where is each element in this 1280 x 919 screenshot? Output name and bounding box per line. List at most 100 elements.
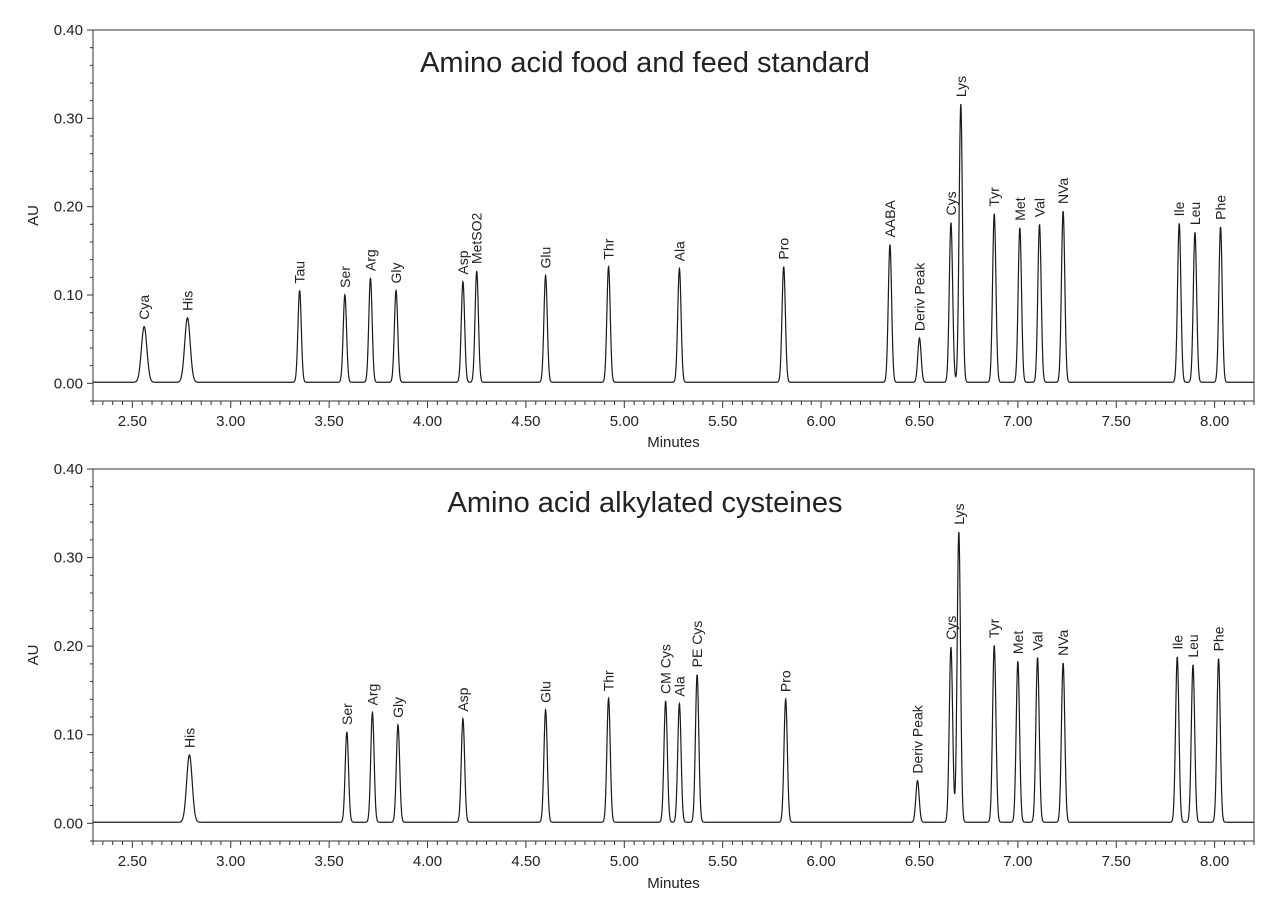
y-tick-label: 0.20 <box>54 199 83 216</box>
peak-label: NVa <box>1055 629 1071 655</box>
peak-apex-point <box>462 719 464 721</box>
x-tick-label: 5.00 <box>610 413 639 430</box>
y-tick-label: 0.30 <box>54 110 83 127</box>
chart-title: Amino acid alkylated cysteines <box>448 487 843 519</box>
chart-panel-2: 0.00 0.10 0.20 0.30 0.40 2.50 3.00 3.50 4.00 4.50… <box>25 461 1255 892</box>
peak-apex-point <box>678 704 681 706</box>
peak-label: Ile <box>1171 201 1187 216</box>
x-tick-label: 7.50 <box>1102 413 1131 430</box>
peak-label: Cys <box>943 191 959 215</box>
peak-label: Ser <box>339 703 355 725</box>
peak-label: Glu <box>538 681 554 703</box>
chromatogram-trace <box>93 532 1254 823</box>
peak-apex-point <box>299 290 301 293</box>
peak-apex-point <box>958 532 960 534</box>
x-tick-label: 5.00 <box>610 853 639 870</box>
peak-apex-point <box>1178 223 1180 225</box>
peak-label: Pro <box>778 670 794 692</box>
peak-apex-point <box>607 267 610 269</box>
peak-apex-point <box>544 710 547 712</box>
peak-label: His <box>181 728 197 748</box>
x-tick-label: 8.00 <box>1200 853 1229 870</box>
peak-label: His <box>179 291 195 311</box>
peak-apex-point <box>371 712 374 715</box>
x-tick-label: 4.00 <box>413 413 442 430</box>
peak-label: Ala <box>671 676 687 696</box>
peak-label: Ala <box>671 241 687 261</box>
x-tick-label: 6.50 <box>905 853 934 870</box>
peak-label: Val <box>1030 631 1046 650</box>
peak-label: Ile <box>1169 635 1185 650</box>
peak-label: Lys <box>951 503 967 524</box>
peak-apex-point <box>1017 661 1019 663</box>
peak-apex-point <box>678 268 681 270</box>
y-tick-label: 0.10 <box>54 287 83 304</box>
peak-label: Met <box>1012 197 1028 220</box>
peak-label: Gly <box>390 697 406 718</box>
peak-apex-point <box>476 271 478 273</box>
y-axis-title: AU <box>25 205 42 226</box>
peak-apex-point <box>950 647 952 649</box>
x-tick-label: 6.50 <box>905 413 934 430</box>
peak-apex-point <box>1062 663 1064 665</box>
peak-label: Leu <box>1185 634 1201 657</box>
x-axis-title: Minutes <box>647 434 700 451</box>
x-tick-label: 2.50 <box>118 853 147 870</box>
peak-label: Deriv Peak <box>910 704 926 773</box>
peak-label: Tyr <box>986 618 1002 638</box>
peak-label: Gly <box>388 262 404 283</box>
y-tick-label: 0.00 <box>54 375 83 392</box>
chromatogram-trace <box>93 103 1254 383</box>
peak-label: Leu <box>1187 202 1203 225</box>
y-tick-label: 0.20 <box>54 638 83 655</box>
peak-apex-point <box>1062 211 1064 213</box>
x-tick-label: 6.00 <box>806 853 835 870</box>
x-tick-label: 3.50 <box>315 413 344 430</box>
y-tick-label: 0.00 <box>54 815 83 832</box>
x-tick-label: 3.00 <box>216 853 245 870</box>
y-axis-title: AU <box>25 645 42 666</box>
peak-apex-point <box>665 701 667 703</box>
peak-label: Glu <box>538 247 554 269</box>
peak-label: Arg <box>362 249 378 271</box>
peak-apex-point <box>186 318 189 320</box>
plot-frame <box>92 29 1255 402</box>
peak-apex-point <box>346 732 348 734</box>
peak-apex-point <box>397 725 399 727</box>
peak-label: Pro <box>776 238 792 260</box>
x-tick-label: 8.00 <box>1200 413 1229 430</box>
x-tick-label: 6.00 <box>806 413 835 430</box>
y-tick-label: 0.30 <box>54 550 83 567</box>
peak-apex-point <box>1219 227 1222 229</box>
x-tick-label: 7.00 <box>1003 413 1032 430</box>
peak-apex-point <box>993 214 995 216</box>
x-tick-label: 4.50 <box>511 413 540 430</box>
x-tick-label: 3.00 <box>216 413 245 430</box>
y-tick-label: 0.40 <box>54 461 83 478</box>
peak-apex-point <box>785 699 787 701</box>
peak-apex-point <box>696 674 698 676</box>
peak-apex-point <box>1036 657 1039 660</box>
peak-apex-point <box>1019 228 1021 230</box>
peak-label: Tyr <box>986 187 1002 207</box>
peak-apex-point <box>344 295 346 297</box>
peak-label: CM Cys <box>658 644 674 694</box>
peak-label: Deriv Peak <box>911 262 927 331</box>
chart-title: Amino acid food and feed standard <box>420 47 870 79</box>
peak-label: Arg <box>364 684 380 706</box>
peak-apex-point <box>1176 657 1178 659</box>
peak-apex-point <box>918 338 921 340</box>
peak-apex-point <box>993 645 995 647</box>
peak-label: Ser <box>337 266 353 288</box>
x-tick-label: 5.50 <box>708 853 737 870</box>
peak-apex-point <box>607 698 610 700</box>
x-tick-label: 7.00 <box>1003 853 1032 870</box>
peak-label: Val <box>1032 198 1048 217</box>
peak-apex-point <box>1217 658 1220 661</box>
y-tick-label: 0.10 <box>54 727 83 744</box>
x-tick-label: 2.50 <box>118 413 147 430</box>
peak-label: PE Cys <box>689 621 705 668</box>
peak-apex-point <box>783 267 785 269</box>
peak-apex-point <box>369 278 372 280</box>
